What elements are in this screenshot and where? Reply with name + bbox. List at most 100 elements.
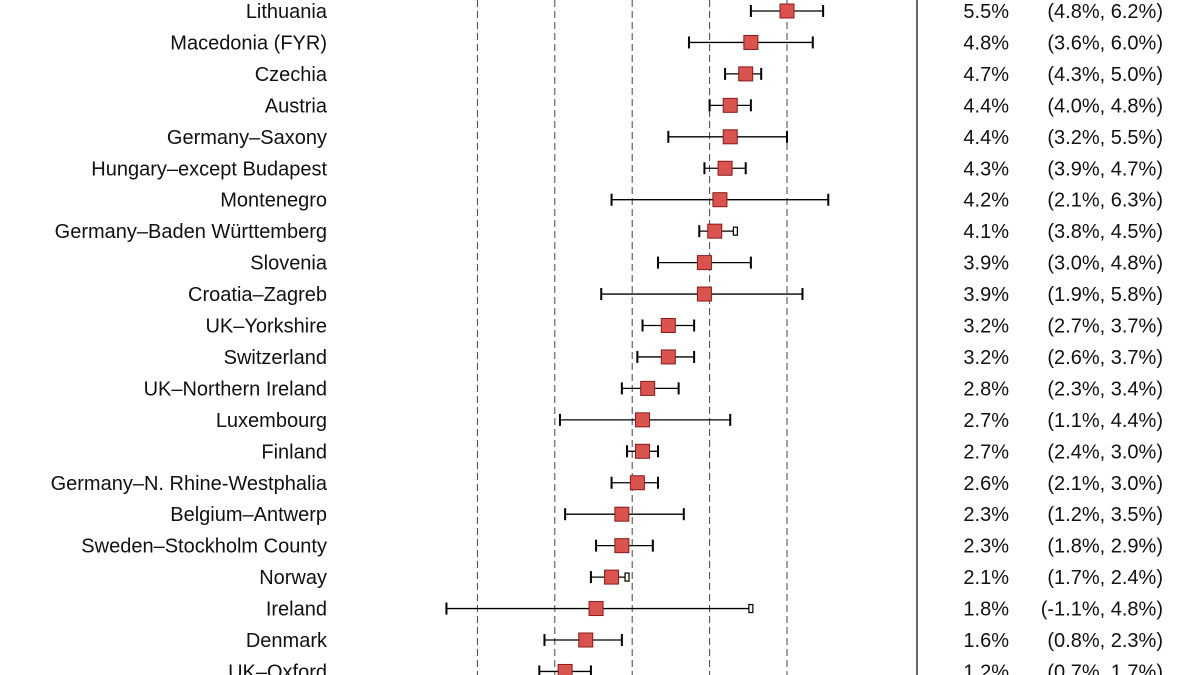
forest-row-3: Austria 4.4% (4.0%, 4.8%) xyxy=(265,95,1163,117)
ci-text: (3.9%, 4.7%) xyxy=(1047,158,1163,180)
estimate-marker xyxy=(578,632,594,648)
ci-text: (0.8%, 2.3%) xyxy=(1047,630,1163,652)
row-label: UK–Northern Ireland xyxy=(144,378,327,400)
estimate-text: 2.1% xyxy=(963,567,1009,589)
estimate-marker xyxy=(604,569,620,585)
ci-text: (2.1%, 6.3%) xyxy=(1047,190,1163,212)
row-label: Denmark xyxy=(246,630,328,652)
estimate-marker xyxy=(660,318,676,333)
forest-row-5: Hungary–except Budapest 4.3% (3.9%, 4.7%) xyxy=(91,158,1163,180)
ci-text: (3.6%, 6.0%) xyxy=(1047,32,1163,54)
forest-row-17: Sweden–Stockholm County 2.3% (1.8%, 2.9%) xyxy=(81,536,1163,558)
ci-text: (2.3%, 3.4%) xyxy=(1047,378,1163,400)
estimate-marker xyxy=(707,223,723,239)
reference-lines xyxy=(476,0,788,675)
row-label: Montenegro xyxy=(220,190,327,212)
estimate-text: 4.8% xyxy=(963,32,1009,54)
row-label: Germany–Baden Württemberg xyxy=(55,221,327,243)
estimate-text: 2.6% xyxy=(963,473,1009,495)
forest-row-6: Montenegro 4.2% (2.1%, 6.3%) xyxy=(220,190,1163,212)
estimate-marker xyxy=(779,3,795,19)
estimate-text: 2.3% xyxy=(963,536,1009,558)
ci-text: (2.6%, 3.7%) xyxy=(1047,347,1163,369)
ci-text: (1.7%, 2.4%) xyxy=(1047,567,1163,589)
forest-row-1: Macedonia (FYR) 4.8% (3.6%, 6.0%) xyxy=(170,32,1163,54)
forest-row-16: Belgium–Antwerp 2.3% (1.2%, 3.5%) xyxy=(170,504,1163,526)
estimate-text: 4.7% xyxy=(963,64,1009,86)
estimate-marker xyxy=(696,255,712,271)
row-label: Sweden–Stockholm County xyxy=(81,536,327,558)
row-label: Macedonia (FYR) xyxy=(170,32,327,54)
estimate-marker xyxy=(629,475,645,491)
estimate-text: 2.7% xyxy=(963,410,1009,432)
forest-row-0: Lithuania 5.5% (4.8%, 6.2%) xyxy=(246,1,1163,23)
ci-text: (1.2%, 3.5%) xyxy=(1047,504,1163,526)
ci-text: (2.1%, 3.0%) xyxy=(1047,473,1163,495)
estimate-marker xyxy=(722,97,738,113)
ci-text: (3.2%, 5.5%) xyxy=(1047,127,1163,149)
ci-text: (3.8%, 4.5%) xyxy=(1047,221,1163,243)
estimate-text: 4.4% xyxy=(963,127,1009,149)
estimate-text: 5.5% xyxy=(963,1,1009,23)
row-label: Luxembourg xyxy=(216,410,327,432)
row-label: Germany–N. Rhine-Westphalia xyxy=(51,473,328,495)
ci-upper-arrow xyxy=(732,226,739,236)
row-label: UK–Oxford xyxy=(228,661,327,675)
estimate-text: 4.1% xyxy=(963,221,1009,243)
estimate-text: 4.4% xyxy=(963,95,1009,117)
row-label: Hungary–except Budapest xyxy=(91,158,327,180)
estimate-text: 1.6% xyxy=(963,630,1009,652)
row-label: Norway xyxy=(259,567,327,589)
forest-row-10: UK–Yorkshire 3.2% (2.7%, 3.7%) xyxy=(205,316,1163,338)
estimate-text: 2.3% xyxy=(963,504,1009,526)
estimate-marker xyxy=(640,380,656,396)
estimate-marker xyxy=(743,34,759,50)
forest-row-13: Luxembourg 2.7% (1.1%, 4.4%) xyxy=(216,410,1163,432)
estimate-marker xyxy=(588,601,604,617)
estimate-text: 3.2% xyxy=(963,347,1009,369)
forest-rows: Lithuania 5.5% (4.8%, 6.2%) Macedonia (FYR)… xyxy=(51,1,1163,675)
row-label: Austria xyxy=(265,95,328,117)
estimate-marker xyxy=(635,443,651,459)
ci-text: (1.9%, 5.8%) xyxy=(1047,284,1163,306)
ci-text: (4.3%, 5.0%) xyxy=(1047,64,1163,86)
row-label: Ireland xyxy=(266,599,327,621)
estimate-text: 1.8% xyxy=(963,599,1009,621)
estimate-marker xyxy=(738,66,754,82)
estimate-text: 4.2% xyxy=(963,190,1009,212)
row-label: Croatia–Zagreb xyxy=(188,284,327,306)
estimate-text: 3.2% xyxy=(963,316,1009,338)
estimate-marker xyxy=(614,506,630,522)
estimate-marker xyxy=(722,129,738,145)
row-label: Czechia xyxy=(255,64,328,86)
estimate-marker xyxy=(614,538,630,554)
row-label: Lithuania xyxy=(246,1,328,23)
forest-row-7: Germany–Baden Württemberg 4.1% (3.8%, 4.5%… xyxy=(55,221,1163,243)
forest-row-18: Norway 2.1% (1.7%, 2.4%) xyxy=(259,567,1163,589)
ci-text: (1.1%, 4.4%) xyxy=(1047,410,1163,432)
row-label: Slovenia xyxy=(250,253,328,275)
estimate-marker xyxy=(696,286,712,302)
row-label: Switzerland xyxy=(224,347,327,369)
row-label: Belgium–Antwerp xyxy=(170,504,327,526)
ci-text: (4.8%, 6.2%) xyxy=(1047,1,1163,23)
estimate-marker xyxy=(712,192,728,208)
estimate-marker xyxy=(557,663,573,675)
forest-row-11: Switzerland 3.2% (2.6%, 3.7%) xyxy=(224,347,1163,369)
forest-row-14: Finland 2.7% (2.4%, 3.0%) xyxy=(261,441,1163,463)
estimate-marker xyxy=(635,412,651,428)
forest-row-9: Croatia–Zagreb 3.9% (1.9%, 5.8%) xyxy=(188,284,1163,306)
forest-row-2: Czechia 4.7% (4.3%, 5.0%) xyxy=(255,64,1163,86)
estimate-text: 1.2% xyxy=(963,661,1009,675)
forest-row-20: Denmark 1.6% (0.8%, 2.3%) xyxy=(246,630,1163,652)
ci-text: (2.4%, 3.0%) xyxy=(1047,441,1163,463)
ci-text: (1.8%, 2.9%) xyxy=(1047,536,1163,558)
forest-row-19: Ireland 1.8% (-1.1%, 4.8%) xyxy=(266,599,1163,621)
ci-text: (0.7%, 1.7%) xyxy=(1047,661,1163,675)
estimate-text: 3.9% xyxy=(963,284,1009,306)
ci-upper-arrow xyxy=(748,603,754,614)
ci-upper-arrow xyxy=(624,572,630,582)
ci-text: (-1.1%, 4.8%) xyxy=(1041,599,1163,621)
row-label: Finland xyxy=(261,441,327,463)
